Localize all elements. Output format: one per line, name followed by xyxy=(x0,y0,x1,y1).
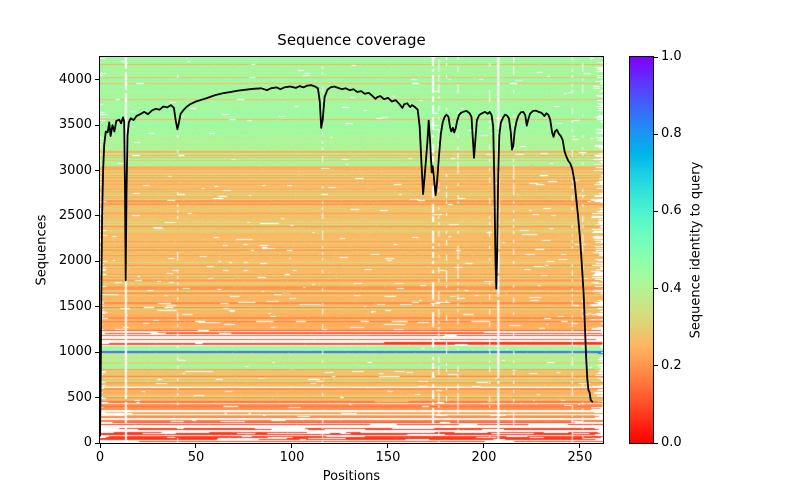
colorbar-tick-label: 0.0 xyxy=(661,435,682,450)
chart-title: Sequence coverage xyxy=(277,31,426,49)
y-tick-label: 0 xyxy=(83,435,92,450)
y-tick-mark xyxy=(95,397,99,399)
y-tick-label: 1000 xyxy=(58,344,92,360)
colorbar-tick-mark xyxy=(654,56,658,58)
y-tick-mark xyxy=(95,124,99,126)
colorbar-tick-mark xyxy=(654,210,658,212)
y-tick-mark xyxy=(95,170,99,172)
colorbar-tick-mark xyxy=(654,442,658,444)
colorbar-tick-mark xyxy=(654,365,658,367)
x-tick-label: 100 xyxy=(279,450,305,465)
y-tick-mark xyxy=(95,442,99,444)
x-tick-mark xyxy=(195,444,197,448)
y-tick-label: 3500 xyxy=(58,117,92,133)
colorbar-tick-mark xyxy=(654,288,658,290)
x-tick-label: 150 xyxy=(375,450,401,465)
x-tick-mark xyxy=(579,444,581,448)
y-tick-mark xyxy=(95,306,99,308)
y-tick-mark xyxy=(95,351,99,353)
plot-area xyxy=(99,56,604,444)
coverage-line xyxy=(100,84,594,437)
y-tick-mark xyxy=(95,215,99,217)
y-tick-label: 1500 xyxy=(58,298,92,314)
colorbar-tick-mark xyxy=(654,133,658,135)
colorbar-tick-label: 0.6 xyxy=(661,203,682,219)
x-tick-label: 250 xyxy=(567,450,593,465)
x-tick-mark xyxy=(483,444,485,448)
colorbar-gradient xyxy=(630,57,653,443)
colorbar-tick-label: 0.2 xyxy=(661,357,682,373)
y-tick-label: 2500 xyxy=(58,207,92,223)
x-tick-label: 0 xyxy=(95,450,105,465)
x-tick-mark xyxy=(387,444,389,448)
y-tick-label: 500 xyxy=(67,389,92,405)
y-tick-label: 4000 xyxy=(58,71,92,87)
colorbar-tick-label: 1.0 xyxy=(661,49,682,64)
y-axis-label: Sequences xyxy=(34,214,50,286)
colorbar xyxy=(629,56,654,444)
x-tick-label: 200 xyxy=(471,450,497,465)
x-tick-mark xyxy=(99,444,101,448)
y-tick-mark xyxy=(95,79,99,81)
colorbar-tick-label: 0.4 xyxy=(661,280,682,296)
x-tick-mark xyxy=(291,444,293,448)
colorbar-tick-label: 0.8 xyxy=(661,126,682,142)
colorbar-label: Sequence identity to query xyxy=(688,161,704,339)
y-tick-label: 2000 xyxy=(58,253,92,269)
y-tick-mark xyxy=(95,260,99,262)
x-tick-label: 50 xyxy=(187,450,205,465)
x-axis-label: Positions xyxy=(322,469,381,484)
msa-coverage-heatmap xyxy=(100,57,603,443)
y-tick-label: 3000 xyxy=(58,162,92,178)
